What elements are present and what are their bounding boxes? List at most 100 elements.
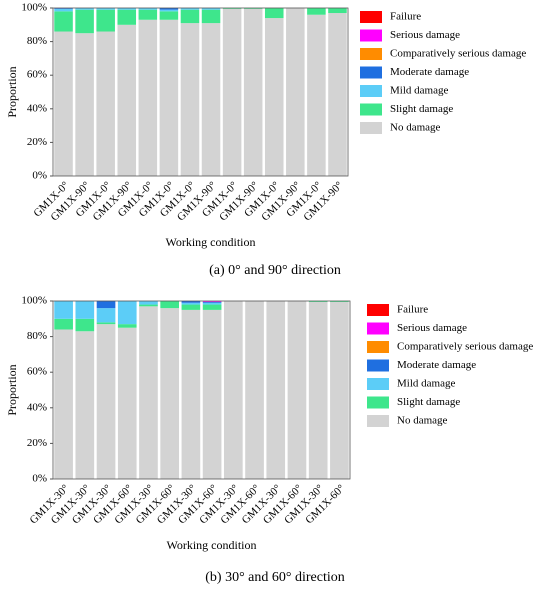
bar-segment	[139, 301, 158, 305]
y-tick-label: 0%	[32, 473, 47, 485]
bar-segment	[266, 301, 286, 479]
bar-segment	[328, 13, 347, 177]
bar-segment	[181, 309, 201, 479]
y-axis-label: Proportion	[5, 66, 19, 117]
legend-swatch	[367, 341, 389, 353]
plot-frame	[52, 300, 351, 480]
legend-label: Comparatively serious damage	[390, 48, 526, 60]
bar-segment	[75, 9, 94, 34]
legend-swatch	[360, 103, 382, 116]
bar-segment	[139, 304, 158, 307]
bar-segment	[96, 324, 116, 479]
bar-segment	[96, 9, 115, 32]
bar-segment	[117, 9, 137, 25]
bar-segment	[54, 8, 73, 9]
plot-frame	[52, 7, 349, 177]
bar-segment	[138, 8, 158, 10]
y-tick-label: 80%	[27, 330, 47, 342]
bar-segment	[202, 304, 222, 310]
bar-segment	[159, 9, 179, 12]
legend-swatch	[360, 122, 382, 134]
y-tick-label: 20%	[27, 437, 47, 449]
legend-swatch	[360, 11, 382, 23]
y-tick-label: 20%	[27, 136, 47, 148]
bar-segment	[96, 322, 116, 325]
legend-label: Serious damage	[397, 322, 467, 334]
bar-segment	[75, 318, 95, 332]
bar-segment	[180, 23, 200, 177]
bar-segment	[330, 301, 349, 302]
bar-segment	[180, 8, 200, 10]
bar-segment	[160, 308, 180, 479]
legend-swatch	[367, 304, 389, 316]
bar-segment	[181, 301, 201, 303]
bar-segment	[138, 9, 158, 20]
bar-segment	[308, 301, 328, 302]
bar-segment	[308, 301, 328, 479]
bar-segment	[223, 301, 243, 479]
legend-label: Failure	[390, 11, 421, 23]
legend-swatch	[367, 396, 389, 409]
bar-segment	[117, 327, 137, 479]
bar-segment	[264, 8, 284, 19]
bar-segment	[201, 23, 221, 177]
legend-swatch	[367, 359, 389, 372]
legend-label: Failure	[397, 304, 428, 316]
legend-swatch	[360, 66, 382, 79]
bar-segment	[243, 8, 263, 177]
caption: (b) 30° and 60° direction	[205, 570, 345, 585]
legend-label: Mild damage	[390, 85, 448, 97]
bar-segment	[202, 301, 222, 302]
y-tick-label: 60%	[27, 69, 47, 81]
legend-swatch	[367, 415, 389, 427]
bar-segment	[245, 301, 264, 479]
x-axis-label: Working condition	[165, 235, 255, 249]
legend-label: Moderate damage	[390, 66, 469, 78]
bar-segment	[75, 8, 94, 10]
bar-segment	[138, 19, 158, 177]
legend-label: Moderate damage	[397, 359, 476, 371]
bar-segment	[286, 8, 305, 176]
y-tick-label: 60%	[27, 366, 47, 378]
bar-segment	[159, 19, 179, 177]
bar-segment	[202, 301, 222, 303]
legend-label: Slight damage	[397, 396, 460, 408]
caption: (a) 0° and 90° direction	[209, 263, 341, 278]
bar-segment	[117, 8, 137, 10]
legend-label: Serious damage	[390, 29, 460, 41]
bar-segment	[287, 301, 307, 479]
bar-segment	[54, 329, 73, 479]
y-tick-label: 40%	[27, 401, 47, 413]
bar-segment	[117, 301, 137, 325]
legend-swatch	[360, 29, 382, 42]
bar-segment	[201, 9, 221, 24]
bar-segment	[222, 8, 242, 9]
bar-segment	[181, 304, 201, 310]
bar-segment	[243, 8, 263, 9]
y-tick-label: 100%	[21, 2, 47, 14]
bar-segment	[180, 9, 200, 24]
bar-segment	[54, 301, 73, 319]
bar-segment	[201, 8, 221, 10]
legend-swatch	[367, 378, 389, 390]
bar-segment	[96, 8, 115, 10]
bar-segment	[96, 31, 115, 176]
bar-segment	[264, 18, 284, 176]
bar-segment	[54, 31, 73, 176]
y-tick-label: 80%	[27, 35, 47, 47]
bar-segment	[159, 8, 179, 10]
legend-label: No damage	[390, 122, 441, 134]
bar-segment	[328, 8, 347, 14]
legend-swatch	[360, 85, 382, 97]
y-tick-label: 100%	[21, 295, 47, 307]
y-tick-label: 40%	[27, 102, 47, 114]
bar-segment	[117, 324, 137, 328]
legend-label: No damage	[397, 415, 448, 427]
bar-segment	[202, 309, 222, 479]
bar-segment	[75, 33, 94, 177]
bar-segment	[117, 24, 137, 176]
bar-segment	[75, 331, 95, 479]
x-axis-label: Working condition	[166, 538, 256, 552]
bar-segment	[307, 8, 326, 15]
bar-segment	[160, 301, 180, 309]
